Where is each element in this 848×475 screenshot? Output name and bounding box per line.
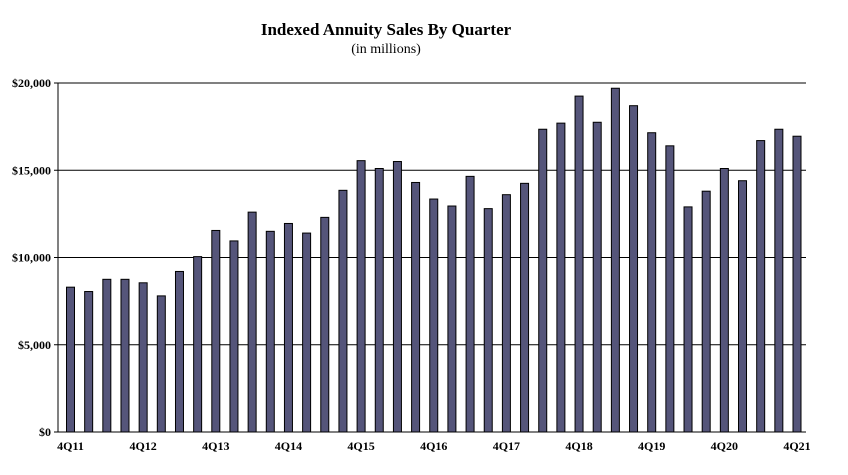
x-tick-label: 4Q13 <box>202 439 229 453</box>
bar <box>719 168 729 433</box>
bar <box>483 208 493 433</box>
bar <box>102 278 112 433</box>
bar <box>629 105 639 433</box>
bar <box>683 206 693 433</box>
bar <box>320 216 330 433</box>
bar <box>374 168 384 433</box>
bar <box>66 286 75 433</box>
bar <box>738 180 748 433</box>
bar <box>774 128 784 433</box>
x-tick-label: 4Q11 <box>57 439 84 453</box>
bar <box>247 211 257 433</box>
bar <box>193 256 203 433</box>
bar <box>356 160 366 433</box>
bar <box>447 205 457 433</box>
bar <box>556 122 566 433</box>
y-tick-label: $0 <box>39 425 51 439</box>
y-tick-label: $5,000 <box>18 338 51 352</box>
bar <box>283 222 293 433</box>
x-tick-label: 4Q18 <box>565 439 592 453</box>
bar <box>338 189 348 433</box>
chart-title: Indexed Annuity Sales By Quarter <box>260 20 512 39</box>
bar <box>701 190 711 433</box>
bar <box>592 121 602 433</box>
bar <box>411 181 421 433</box>
x-tick-label: 4Q15 <box>347 439 374 453</box>
bar <box>211 229 221 433</box>
x-tick-label: 4Q14 <box>275 439 302 453</box>
x-axis-ticks: 4Q11 4Q12 4Q13 4Q14 4Q15 4Q16 4Q17 4Q18 4Q19 4Q20… <box>57 439 811 453</box>
bar <box>120 278 130 433</box>
x-tick-label: 4Q20 <box>711 439 738 453</box>
bar <box>610 87 620 433</box>
x-tick-label: 4Q16 <box>420 439 447 453</box>
bar <box>465 175 475 433</box>
bar <box>392 161 402 433</box>
bar <box>138 282 148 433</box>
bar <box>520 182 530 433</box>
y-tick-label: $10,000 <box>12 251 51 265</box>
bar <box>302 232 312 433</box>
bar <box>265 230 275 433</box>
bar <box>174 270 184 433</box>
bar-series <box>66 87 802 433</box>
bar <box>665 145 675 433</box>
x-tick-label: 4Q12 <box>129 439 156 453</box>
bar <box>647 132 657 433</box>
bar <box>756 140 766 433</box>
bar <box>429 198 439 433</box>
chart-subtitle: (in millions) <box>351 42 421 57</box>
y-tick-label: $20,000 <box>12 76 51 90</box>
bar <box>229 240 239 433</box>
bar <box>84 291 94 433</box>
bar <box>538 128 548 433</box>
bar <box>574 95 584 433</box>
y-axis-ticks: $0 $5,000 $10,000 $15,000 $20,000 <box>12 76 58 439</box>
bar <box>501 194 511 433</box>
x-tick-label: 4Q21 <box>783 439 810 453</box>
bar <box>792 135 802 433</box>
x-tick-label: 4Q19 <box>638 439 665 453</box>
x-tick-label: 4Q17 <box>493 439 520 453</box>
y-tick-label: $15,000 <box>12 163 51 177</box>
bar <box>156 295 166 433</box>
